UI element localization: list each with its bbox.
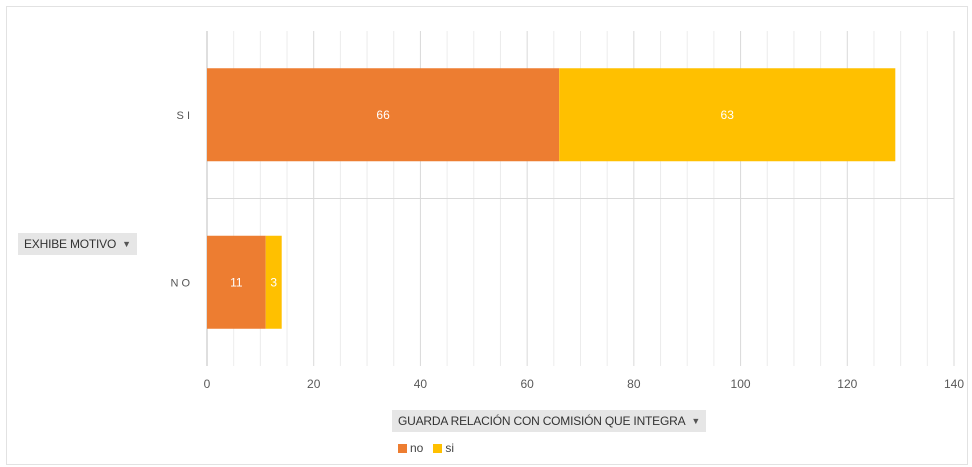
dropdown-arrow-icon: ▼ (122, 239, 131, 249)
x-tick-label: 0 (204, 377, 211, 391)
legend-swatch-no (398, 443, 407, 453)
category-label: N O (170, 277, 190, 289)
data-label: 3 (270, 275, 277, 289)
legend-label-si: si (445, 441, 455, 455)
legend: no si (398, 441, 454, 455)
x-tick-label: 140 (944, 377, 964, 391)
x-tick-label: 100 (731, 377, 751, 391)
bar-si-0 (559, 68, 896, 162)
data-label: 66 (376, 108, 390, 122)
dropdown-arrow-icon: ▼ (691, 416, 701, 426)
bar-si-1 (265, 235, 282, 329)
column-field-label: GUARDA RELACIÓN CON COMISIÓN QUE INTEGRA (398, 414, 686, 428)
bar-no-0 (207, 68, 560, 162)
bar-no-1 (207, 235, 266, 329)
row-field-label: EXHIBE MOTIVO (24, 237, 117, 251)
data-label: 11 (230, 275, 243, 289)
x-tick-label: 60 (520, 377, 534, 391)
legend-item-si: si (433, 441, 454, 455)
x-tick-label: 120 (837, 377, 857, 391)
legend-label-no: no (410, 441, 424, 455)
x-tick-label: 40 (414, 377, 428, 391)
column-field-button[interactable]: GUARDA RELACIÓN CON COMISIÓN QUE INTEGRA… (392, 410, 707, 432)
row-field-button[interactable]: EXHIBE MOTIVO ▼ (18, 233, 137, 255)
x-tick-label: 20 (307, 377, 321, 391)
x-tick-label: 80 (627, 377, 641, 391)
legend-item-no: no (398, 441, 423, 455)
legend-swatch-si (433, 443, 443, 453)
data-label: 63 (721, 108, 735, 122)
category-label: S I (177, 110, 190, 122)
